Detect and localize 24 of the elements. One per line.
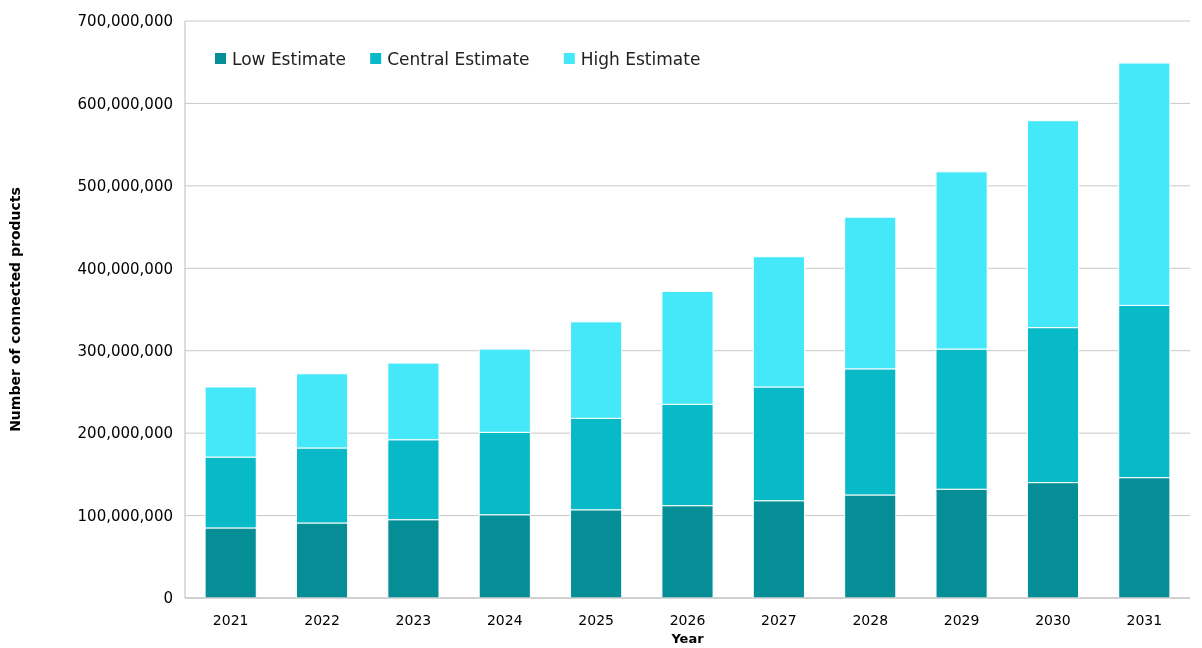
legend-label: Central Estimate [387, 48, 530, 69]
x-tick-label: 2027 [761, 612, 797, 628]
x-axis-title: Year [670, 631, 705, 646]
x-tick-label: 2029 [943, 612, 980, 628]
y-tick-label: 600,000,000 [77, 94, 173, 113]
y-tick-label: 0 [163, 589, 173, 608]
x-tick-label: 2024 [486, 612, 523, 628]
x-tick-label: 2022 [304, 612, 340, 628]
x-tick-label: 2026 [669, 612, 706, 628]
legend-label: Low Estimate [232, 48, 346, 69]
legend-label: High Estimate [580, 48, 701, 69]
y-tick-label: 400,000,000 [77, 259, 173, 278]
y-tick-label: 700,000,000 [77, 12, 173, 31]
y-tick-label: 100,000,000 [77, 506, 173, 525]
y-tick-label: 200,000,000 [77, 424, 173, 443]
y-tick-label: 300,000,000 [77, 341, 173, 360]
x-tick-label: 2023 [395, 612, 432, 628]
y-axis-title: Number of connected products [7, 187, 23, 432]
x-tick-label: 2030 [1035, 612, 1071, 628]
y-tick-label: 500,000,000 [77, 177, 173, 196]
x-tick-label: 2021 [212, 612, 249, 628]
x-tick-label: 2031 [1126, 612, 1163, 628]
x-tick-label: 2028 [852, 612, 889, 628]
x-tick-label: 2025 [578, 612, 614, 628]
